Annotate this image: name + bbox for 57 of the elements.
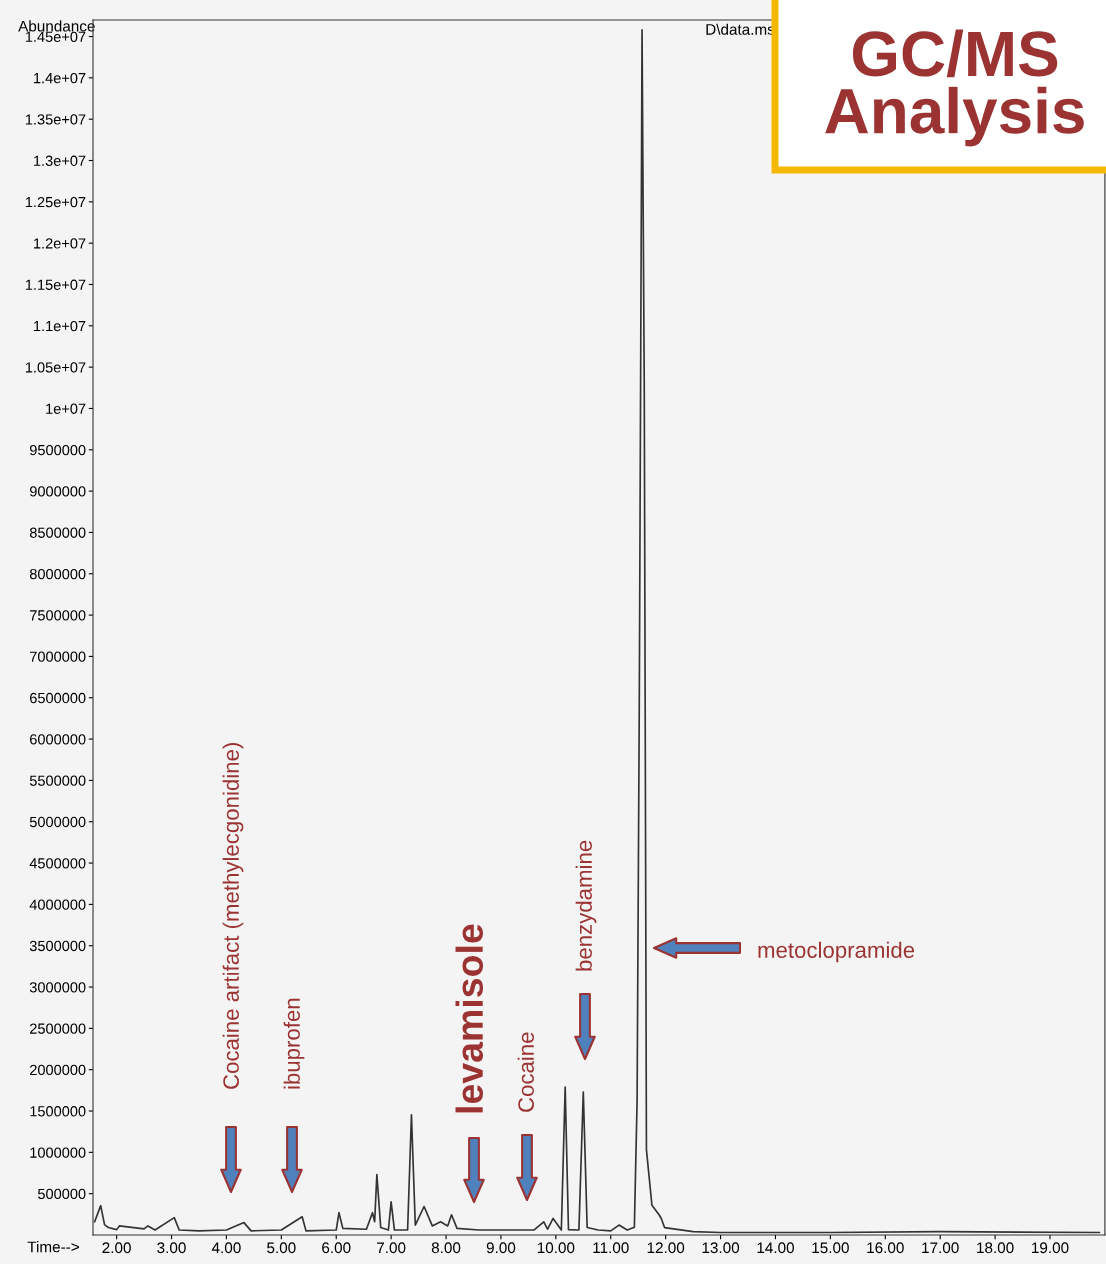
- y-tick-label: 5500000: [29, 775, 86, 786]
- y-tick-label: 1.3e+07: [34, 155, 86, 166]
- y-tick-label: 3000000: [29, 982, 86, 993]
- x-tick-label: 10.00: [537, 1242, 575, 1254]
- y-tick-label: 1.25e+07: [25, 196, 86, 208]
- x-tick-label: 18.00: [977, 1242, 1014, 1254]
- x-tick-label: 6.00: [322, 1242, 351, 1254]
- y-tick-label: 1.2e+07: [34, 238, 86, 249]
- y-tick-label: 4500000: [29, 858, 86, 869]
- x-tick-label: 3.00: [157, 1242, 186, 1254]
- x-tick-label: 2.00: [102, 1242, 131, 1254]
- annotation: D\data.ms: [706, 23, 775, 35]
- y-tick-label: 8000000: [29, 568, 86, 580]
- x-tick-label: 14.00: [757, 1242, 794, 1254]
- x-tick-label: 5.00: [267, 1242, 296, 1254]
- y-tick-label: 1e+07: [46, 403, 86, 414]
- y-tick-label: 1.4e+07: [34, 72, 86, 84]
- y-tick-label: 1.35e+07: [25, 114, 86, 125]
- x-tick-label: 16.00: [867, 1242, 904, 1254]
- x-tick-label: 17.00: [922, 1242, 959, 1254]
- annotation: Cocaine artifact (methylecgonidine): [222, 743, 244, 1089]
- y-tick-label: 1.1e+07: [34, 320, 86, 332]
- x-tick-label: 8.00: [431, 1242, 461, 1254]
- y-tick-label: 9500000: [29, 444, 86, 456]
- annotation: benzydamine: [575, 840, 597, 971]
- y-tick-label: 6500000: [30, 692, 86, 704]
- annotation: Cocaine: [517, 1032, 534, 1112]
- x-tick-label: 4.00: [211, 1242, 241, 1254]
- x-tick-label: 7.00: [377, 1242, 406, 1254]
- y-tick-label: 1.45e+07: [25, 31, 86, 42]
- y-tick-label: 3500000: [29, 940, 86, 952]
- x-axis-title: Time-->: [27, 1241, 79, 1253]
- y-axis-title: Abundance: [18, 20, 95, 32]
- y-tick-label: 5000000: [29, 816, 86, 828]
- y-tick-label: 2000000: [30, 1064, 86, 1076]
- text: GC/MS Analysis: [825, 29, 1084, 147]
- y-tick-label: 6000000: [30, 734, 86, 745]
- y-tick-label: 7000000: [30, 651, 86, 662]
- y-tick-label: 8500000: [29, 527, 86, 538]
- x-tick-label: 12.00: [647, 1242, 685, 1254]
- y-tick-label: 4000000: [29, 899, 86, 910]
- x-tick-label: 11.00: [593, 1242, 629, 1254]
- y-tick-label: 9000000: [29, 486, 86, 497]
- y-tick-label: 1.05e+07: [25, 362, 86, 373]
- y-tick-label: 2500000: [30, 1023, 86, 1034]
- x-tick-label: 15.00: [812, 1242, 849, 1254]
- y-tick-label: 1.15e+07: [25, 279, 86, 290]
- x-tick-label: 9.00: [486, 1242, 516, 1254]
- y-tick-label: 500000: [37, 1188, 86, 1200]
- x-tick-label: 13.00: [702, 1242, 740, 1254]
- y-tick-label: 1000000: [30, 1147, 86, 1158]
- annotation: ibuprofen: [283, 998, 305, 1089]
- y-tick-label: 1500000: [30, 1106, 86, 1117]
- y-tick-label: 7500000: [30, 610, 86, 621]
- annotation: metoclopramide: [758, 941, 915, 963]
- annotation: levamisole: [455, 924, 484, 1113]
- x-tick-label: 19.00: [1032, 1242, 1069, 1254]
